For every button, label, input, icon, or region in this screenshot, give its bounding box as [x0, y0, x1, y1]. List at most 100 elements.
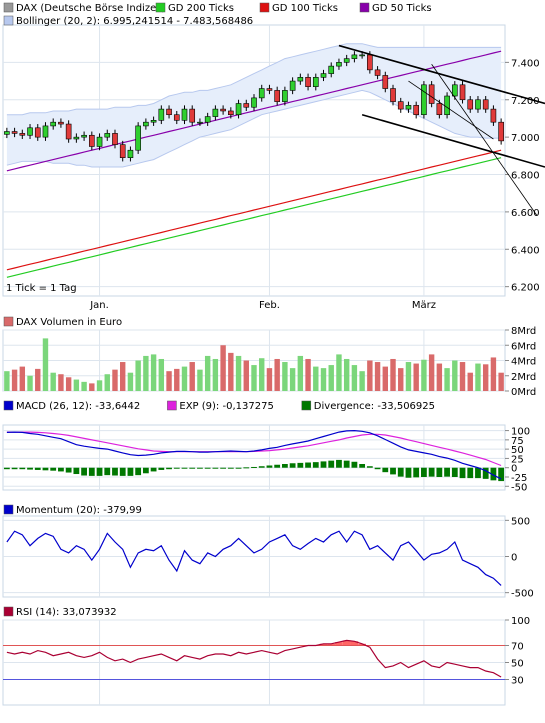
divergence-bar	[351, 461, 358, 468]
volume-bar-up	[289, 368, 296, 391]
divergence-bar	[266, 465, 273, 468]
legend-label: DAX Volumen in Euro	[16, 317, 122, 328]
candle	[204, 112, 211, 126]
volume-bar-up	[4, 371, 10, 391]
divergence-bar	[235, 467, 242, 469]
candle	[11, 127, 18, 138]
volume-bar-up	[297, 355, 304, 391]
candle	[421, 81, 427, 119]
candle	[19, 129, 26, 140]
divergence-bar	[251, 466, 257, 468]
candle-up	[73, 136, 80, 140]
volume-bar-down	[220, 345, 226, 391]
volume-bar-down	[274, 358, 280, 391]
candle	[451, 81, 458, 100]
volume-bar-down	[436, 363, 443, 391]
candle	[320, 69, 327, 82]
y-tick-label: -25	[511, 473, 527, 484]
divergence-bar	[173, 467, 180, 469]
candle-up	[258, 88, 265, 99]
candle	[50, 118, 57, 130]
divergence-bar	[312, 462, 319, 468]
candle	[258, 84, 265, 102]
rsi-overbought-fill	[342, 640, 351, 646]
divergence-bar	[451, 467, 458, 477]
divergence-bar	[490, 467, 497, 481]
candle-up	[235, 103, 242, 116]
y-tick-label: 2Mrd	[511, 372, 536, 383]
scale-note: 1 Tick = 1 Tag	[6, 283, 77, 294]
candle	[58, 118, 64, 128]
candle	[351, 51, 358, 63]
legend-swatch	[155, 2, 166, 13]
divergence-bar	[281, 464, 288, 468]
divergence-bar	[436, 467, 443, 477]
volume-bar-up	[197, 369, 203, 391]
divergence-bar	[150, 467, 157, 472]
bollinger-upper-line	[6, 43, 502, 116]
candle	[428, 81, 435, 108]
candle	[173, 110, 180, 125]
y-tick-label: 100	[511, 616, 530, 627]
y-tick-label: 75	[511, 436, 524, 447]
y-tick-label: 6Mrd	[511, 341, 536, 352]
divergence-bar	[482, 467, 489, 479]
trendline-steep-2	[408, 80, 494, 140]
candle-up	[4, 131, 10, 135]
candle	[312, 73, 319, 91]
bollinger-lower-line	[6, 89, 502, 168]
candle-up	[96, 136, 103, 147]
divergence-bar	[274, 464, 281, 468]
candle	[390, 84, 396, 106]
divergence-bar	[197, 467, 203, 469]
divergence-bar	[498, 467, 505, 482]
candle-down	[89, 134, 95, 147]
y-tick-label: 0	[511, 553, 517, 564]
volume-bar-up	[81, 381, 87, 391]
candle-up	[359, 54, 365, 57]
volume-bar-down	[189, 362, 195, 391]
divergence-bar	[166, 467, 172, 470]
divergence-bar	[11, 467, 18, 470]
candle	[297, 73, 304, 85]
divergence-bar	[374, 467, 381, 470]
trendline-upper	[338, 44, 545, 105]
candle	[397, 97, 404, 113]
candle-up	[251, 97, 257, 108]
volume-bar-up	[405, 362, 412, 391]
candle-up	[289, 80, 296, 91]
volume-bar-down	[11, 369, 18, 391]
y-tick-label: 7.000	[511, 133, 540, 144]
candle	[467, 96, 474, 113]
volume-bar-up	[359, 371, 365, 391]
candle-down	[11, 131, 18, 134]
candle	[444, 92, 450, 119]
candle-up	[181, 108, 188, 121]
legend-swatch	[3, 400, 14, 411]
volume-bar-down	[459, 362, 466, 391]
candle	[96, 133, 103, 151]
volume-bar-down	[482, 364, 489, 391]
volume-bar-up	[181, 366, 188, 391]
candle-up	[212, 108, 219, 117]
candle	[336, 58, 342, 70]
volume-bar-up	[313, 366, 319, 391]
candle-up	[135, 125, 141, 151]
legend-swatch	[3, 316, 14, 327]
candle	[251, 94, 257, 111]
volume-bar-down	[398, 368, 404, 391]
candle-up	[104, 133, 111, 138]
candle	[243, 99, 250, 111]
volume-bar-up	[320, 368, 327, 391]
candle	[459, 81, 466, 104]
divergence-bar	[65, 467, 72, 473]
candle-up	[150, 120, 157, 123]
candle	[166, 105, 172, 119]
candle-down	[220, 108, 226, 112]
volume-bar-up	[336, 354, 342, 391]
divergence-bar	[297, 462, 304, 468]
volume-bar-up	[50, 372, 56, 391]
x-tick-label: Feb.	[259, 300, 280, 311]
divergence-bar	[189, 467, 196, 469]
volume-bar-up	[96, 380, 103, 391]
